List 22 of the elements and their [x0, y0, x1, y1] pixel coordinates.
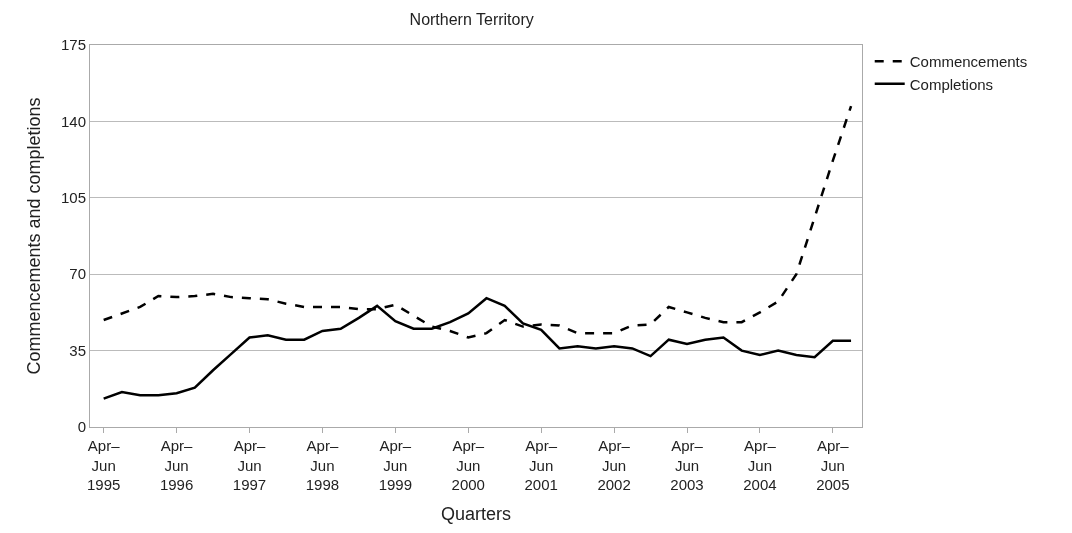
- y-tick-label: 0: [77, 418, 86, 436]
- x-axis-title: Quarters: [440, 504, 512, 525]
- y-tick-label: 140: [60, 112, 86, 130]
- y-axis-title: Commencements and completions: [24, 97, 45, 375]
- x-tick-label: Apr– Jun 1998: [305, 437, 340, 493]
- y-tick-label: 70: [69, 265, 86, 283]
- legend-label: Commencements: [909, 53, 1028, 71]
- legend-label: Completions: [909, 75, 994, 93]
- x-tick-label: Apr– Jun 1996: [159, 437, 194, 493]
- x-tick-label: Apr– Jun 2005: [816, 437, 850, 493]
- x-tick-label: Apr– Jun 2002: [597, 437, 631, 493]
- x-tick-label: Apr– Jun 2001: [524, 437, 558, 493]
- y-tick-label: 35: [69, 341, 86, 359]
- y-tick-label: 105: [60, 189, 86, 207]
- x-tick-label: Apr– Jun 2004: [743, 437, 777, 493]
- y-tick-label: 175: [60, 36, 86, 54]
- x-tick-label: Apr– Jun 1997: [232, 437, 267, 493]
- x-tick-label: Apr– Jun 2003: [670, 437, 704, 493]
- x-tick-label: Apr– Jun 2000: [451, 437, 485, 493]
- x-tick-label: Apr– Jun 1995: [86, 437, 121, 493]
- x-tick-label: Apr– Jun 1999: [378, 437, 413, 493]
- chart-title: Northern Territory: [409, 10, 534, 28]
